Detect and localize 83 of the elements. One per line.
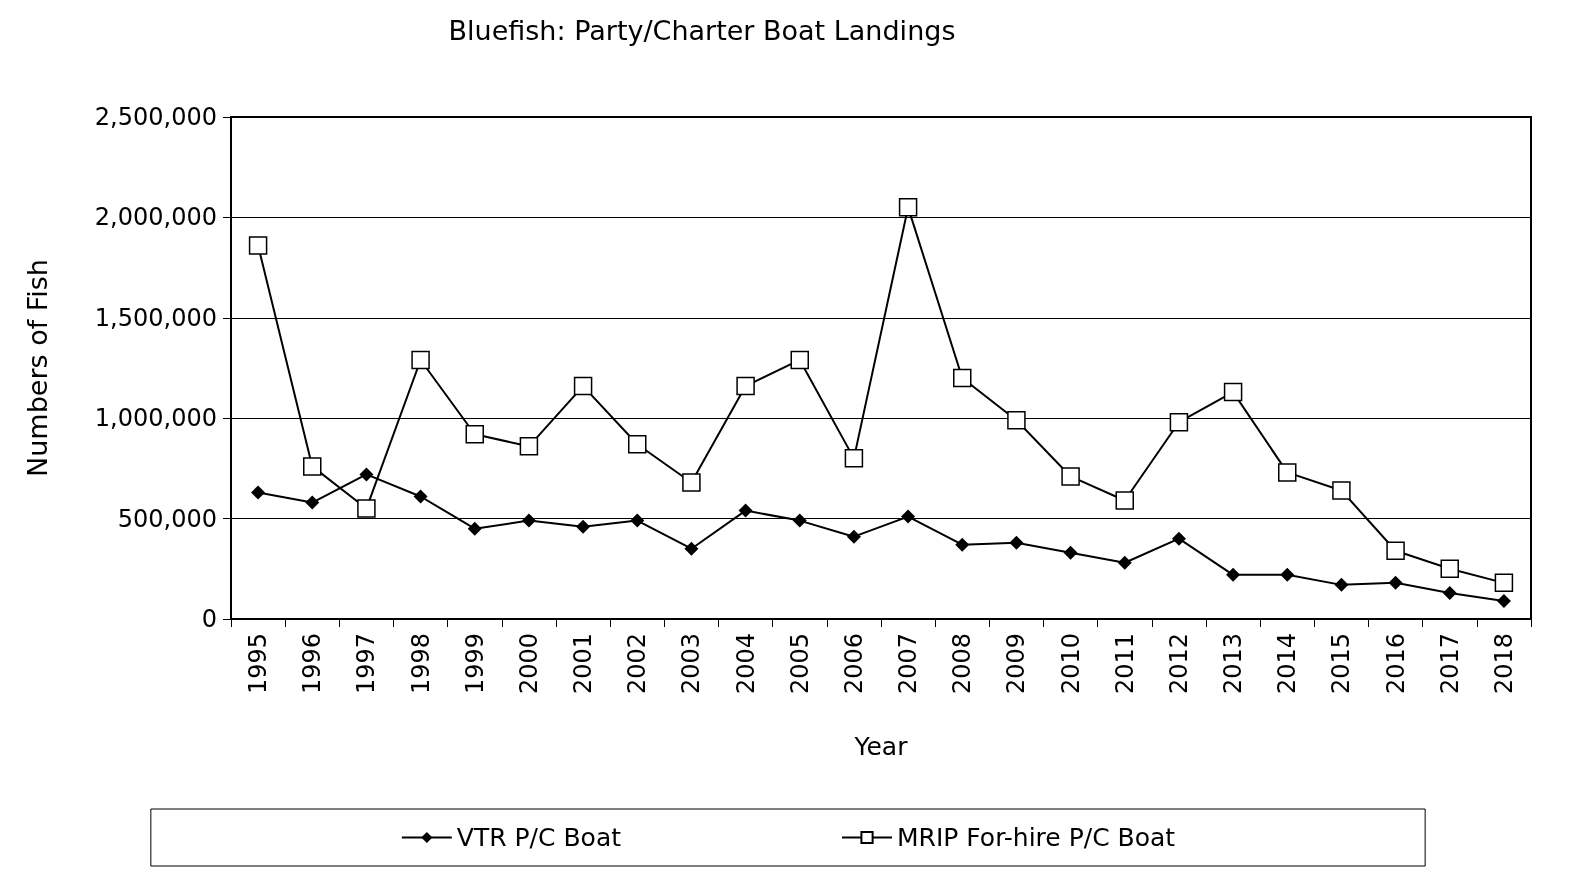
point	[684, 541, 699, 556]
point	[955, 537, 970, 552]
y-tick-label: 1,000,000	[94, 404, 217, 433]
x-tick-label: 2017	[1435, 633, 1464, 695]
x-tick-label: 2001	[569, 633, 598, 695]
x-tick-label: 2005	[785, 633, 814, 695]
point	[1171, 531, 1186, 546]
point	[630, 513, 645, 528]
legend-label: MRIP For-hire P/C Boat	[897, 823, 1176, 852]
x-tick-label: 2013	[1219, 633, 1248, 695]
point	[736, 376, 755, 396]
point	[1278, 463, 1297, 482]
y-tick-label: 500,000	[117, 504, 217, 533]
x-tick-label: 2008	[948, 633, 977, 695]
point	[411, 350, 430, 370]
point	[1063, 545, 1078, 560]
x-tick-label: 1998	[406, 633, 435, 695]
point	[1226, 567, 1241, 582]
point	[359, 467, 374, 482]
x-tick-label: 2004	[731, 633, 760, 695]
point	[467, 521, 482, 536]
legend-label: VTR P/C Boat	[456, 823, 622, 852]
point	[1117, 555, 1132, 570]
y-tick-label: 0	[201, 605, 217, 633]
x-tick-label: 1995	[244, 633, 273, 695]
x-tick-label: 2006	[839, 633, 868, 695]
point	[521, 513, 536, 528]
chart-title: Bluefish: Party/Charter Boat Landings	[448, 15, 956, 46]
point	[1280, 567, 1295, 582]
point	[1334, 577, 1349, 592]
point	[357, 499, 376, 518]
y-axis-title: Numbers of Fish	[22, 259, 53, 477]
point	[1496, 593, 1511, 608]
point	[846, 529, 861, 544]
point	[1061, 467, 1080, 486]
point	[1169, 412, 1189, 432]
x-tick-label: 1996	[298, 633, 327, 695]
x-tick-label: 1999	[460, 633, 489, 695]
point	[682, 473, 701, 492]
point	[1115, 491, 1134, 510]
x-tick-label: 2002	[623, 633, 652, 695]
point	[251, 485, 266, 500]
y-tick-label: 1,500,000	[94, 303, 217, 332]
point	[1388, 575, 1403, 590]
x-tick-label: 2003	[677, 633, 706, 695]
point	[1007, 410, 1026, 430]
point	[465, 425, 484, 444]
point	[413, 489, 428, 504]
point	[1332, 481, 1351, 500]
point	[628, 435, 647, 454]
x-tick-label: 2014	[1273, 633, 1302, 695]
x-tick-label: 2007	[894, 633, 923, 695]
point	[303, 457, 322, 476]
point	[1494, 573, 1514, 593]
x-tick-label: 2012	[1164, 633, 1193, 695]
point	[1386, 541, 1405, 560]
point	[1440, 559, 1459, 579]
point	[1009, 535, 1024, 550]
point	[901, 509, 916, 524]
point	[790, 350, 809, 370]
point	[1223, 382, 1243, 402]
point	[573, 376, 593, 396]
point	[738, 503, 753, 518]
point	[1442, 585, 1457, 600]
point	[844, 449, 864, 468]
x-tick-label: 1997	[352, 633, 381, 695]
x-tick-label: 2015	[1327, 633, 1356, 695]
x-tick-label: 2018	[1489, 633, 1518, 695]
x-tick-label: 2009	[1002, 633, 1031, 695]
point	[898, 198, 918, 217]
point	[305, 495, 320, 510]
x-tick-label: 2016	[1381, 633, 1410, 695]
point	[248, 236, 268, 255]
y-tick-label: 2,000,000	[94, 203, 217, 232]
point	[792, 513, 807, 528]
x-axis-title: Year	[853, 732, 909, 761]
point	[519, 437, 539, 456]
x-tick-label: 2000	[514, 633, 543, 695]
point	[576, 519, 591, 534]
y-tick-label: 2,500,000	[94, 103, 217, 131]
point	[953, 368, 972, 388]
x-tick-label: 2010	[1056, 633, 1085, 695]
x-tick-label: 2011	[1110, 633, 1139, 695]
